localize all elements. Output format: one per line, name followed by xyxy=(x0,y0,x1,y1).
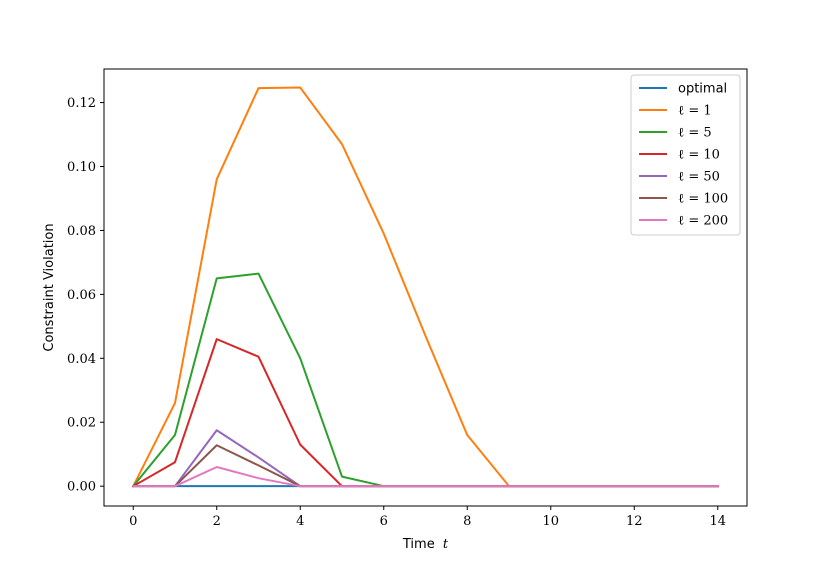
x-tick-label: 8 xyxy=(463,514,471,529)
x-axis-label-text: Time xyxy=(402,537,435,552)
y-tick-label: 0.00 xyxy=(67,480,96,495)
x-axis-label-variable: t xyxy=(443,537,449,552)
x-tick-label: 14 xyxy=(709,514,726,529)
x-axis: 0 2 4 6 8 10 12 14 xyxy=(129,506,726,529)
y-tick-label: 0.02 xyxy=(67,416,96,431)
x-axis-label: Time t xyxy=(402,537,449,552)
legend-entry-label: ℓ = 200 xyxy=(678,214,728,229)
series-layer xyxy=(131,86,719,488)
series-line-6 xyxy=(132,466,719,488)
plot-frame xyxy=(103,68,748,507)
y-axis: 0.00 0.02 0.04 0.06 0.08 0.10 0.12 xyxy=(67,96,104,495)
x-tick-label: 10 xyxy=(542,514,559,529)
y-axis-label: Constraint Violation xyxy=(42,223,57,351)
x-tick-label: 6 xyxy=(380,514,388,529)
legend-entry-label: ℓ = 10 xyxy=(678,148,720,163)
y-tick-label: 0.08 xyxy=(67,224,96,239)
legend-entry-label: ℓ = 5 xyxy=(678,126,712,141)
y-tick-label: 0.10 xyxy=(67,160,96,175)
y-tick-label: 0.12 xyxy=(67,96,96,111)
x-tick-label: 2 xyxy=(213,514,221,529)
legend-box xyxy=(630,74,741,236)
x-tick-label: 0 xyxy=(129,514,137,529)
x-tick-label: 4 xyxy=(296,514,304,529)
legend: optimal ℓ = 1 ℓ = 5 ℓ = 10 ℓ = 50 ℓ = 100 ℓ = … xyxy=(630,74,741,236)
y-tick-label: 0.04 xyxy=(67,352,96,367)
legend-entry-label: ℓ = 50 xyxy=(678,170,720,185)
y-tick-label: 0.06 xyxy=(67,288,96,303)
x-tick-label: 12 xyxy=(626,514,643,529)
legend-entry-label: ℓ = 1 xyxy=(678,104,712,119)
legend-entry-label: optimal xyxy=(678,82,727,97)
legend-entry-label: ℓ = 100 xyxy=(678,192,728,207)
